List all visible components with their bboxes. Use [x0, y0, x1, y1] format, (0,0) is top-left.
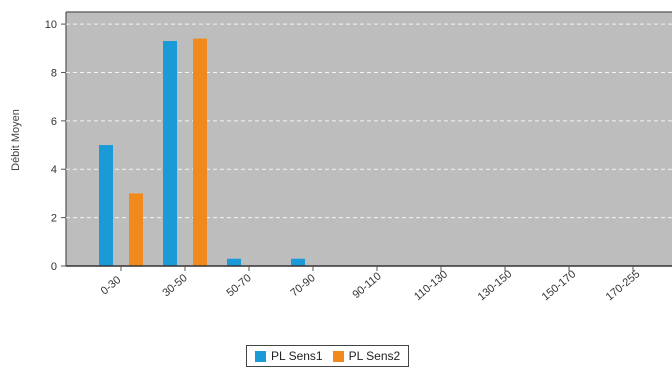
- bar-series-2-30-50: [193, 38, 207, 266]
- legend-swatch-series-1: [255, 350, 266, 362]
- x-tick-label-110-130: 110-130: [412, 268, 450, 303]
- legend-item-series-2: PL Sens2: [332, 349, 401, 363]
- legend-swatch-series-2: [332, 350, 344, 362]
- x-tick-label-150-170: 150-170: [540, 268, 579, 303]
- y-tick-label-4: 4: [51, 164, 57, 176]
- bar-series-1-30-50: [163, 41, 177, 267]
- x-tick-label-30-50: 30-50: [160, 272, 189, 299]
- y-tick-label-0: 0: [51, 261, 57, 273]
- legend-label-series-2: PL Sens2: [348, 349, 401, 363]
- y-tick-label-10: 10: [45, 19, 57, 31]
- x-tick-label-170-255: 170-255: [604, 268, 643, 303]
- bar-series-1-70-90: [291, 258, 305, 266]
- legend: PL Sens1 PL Sens2: [246, 345, 410, 367]
- legend-label-series-1: PL Sens1: [271, 349, 323, 363]
- plot-area: [66, 12, 672, 266]
- y-tick-label-6: 6: [51, 116, 57, 128]
- bar-series-1-0-30: [99, 145, 113, 266]
- x-tick-label-70-90: 70-90: [288, 272, 317, 299]
- x-tick-label-0-30: 0-30: [99, 274, 124, 297]
- y-tick-label-8: 8: [51, 67, 57, 79]
- y-axis-title: Débit Moyen: [10, 109, 22, 171]
- x-tick-label-130-150: 130-150: [476, 268, 515, 303]
- bar-series-1-50-70: [227, 258, 241, 266]
- y-tick-label-2: 2: [51, 213, 57, 225]
- bar-series-2-0-30: [129, 193, 143, 266]
- x-tick-label-90-110: 90-110: [350, 270, 383, 301]
- x-tick-label-50-70: 50-70: [224, 272, 253, 299]
- legend-item-series-1: PL Sens1: [255, 349, 323, 363]
